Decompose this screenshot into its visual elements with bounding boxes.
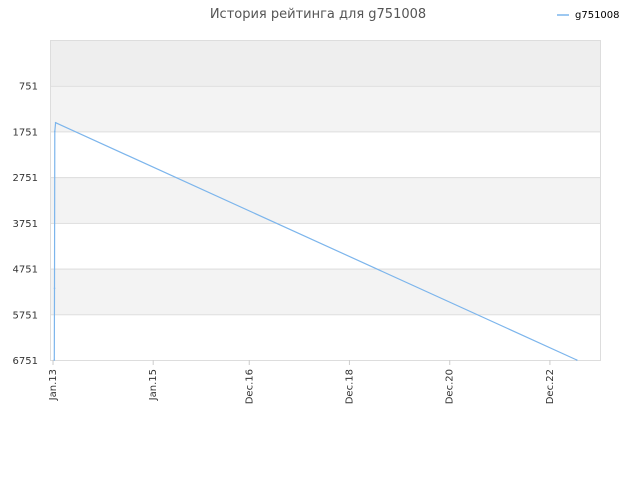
y-tick-label: 1751	[13, 127, 38, 138]
x-tick-label: Jan.13	[48, 369, 59, 401]
plot-band	[50, 85, 600, 132]
plot-band	[50, 268, 600, 315]
data-point	[576, 359, 578, 361]
plot-border	[50, 40, 601, 361]
plot-band	[50, 177, 600, 223]
data-point	[54, 121, 57, 124]
x-tick-label: Dec.20	[445, 369, 456, 404]
x-tick-label: Dec.16	[244, 369, 255, 404]
plot-band	[50, 40, 600, 86]
legend-label[interactable]: g751008	[575, 10, 620, 21]
y-tick-label: 4751	[13, 265, 38, 276]
y-tick-label: 6751	[13, 356, 38, 367]
x-tick-label: Dec.18	[344, 369, 355, 404]
plot-band	[50, 131, 600, 178]
y-tick-label: 3751	[13, 219, 38, 230]
series-lines	[53, 121, 578, 361]
x-axis: Jan.13 Jan.15 Dec.16 Dec.18 Dec.20 Dec.22	[48, 360, 556, 404]
y-tick-label: 2751	[13, 173, 38, 184]
data-point	[54, 130, 56, 133]
chart-title: История рейтинга для g751008	[210, 7, 426, 22]
legend[interactable]: g751008	[557, 10, 620, 21]
data-point	[53, 359, 56, 361]
y-axis: 751 1751 2751 3751 4751 5751 6751	[13, 82, 38, 367]
plot-band	[50, 314, 600, 360]
x-tick-label: Jan.15	[148, 369, 159, 401]
y-tick-label: 5751	[13, 310, 38, 321]
x-tick-label: Dec.22	[545, 369, 556, 404]
data-point	[53, 287, 56, 289]
plot-background	[50, 40, 600, 360]
y-tick-label: 751	[19, 82, 38, 93]
